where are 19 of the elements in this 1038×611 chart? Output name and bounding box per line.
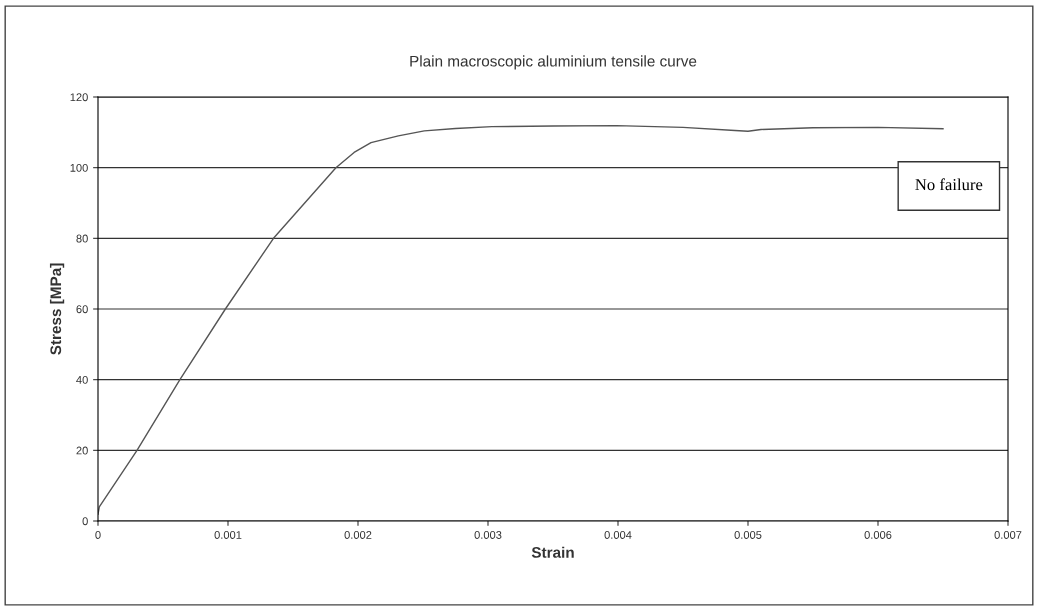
y-tick-label: 120 xyxy=(70,93,88,102)
y-tick-label: 100 xyxy=(70,163,88,172)
y-tick-label: 0 xyxy=(82,517,88,526)
x-axis-title: Strain xyxy=(531,546,574,558)
x-tick-label: 0.001 xyxy=(214,531,242,539)
x-tick-label: 0.002 xyxy=(344,531,372,539)
x-tick-label: 0.003 xyxy=(474,531,502,539)
x-tick-label: 0 xyxy=(95,531,101,539)
x-tick-label: 0.005 xyxy=(734,531,762,539)
chart-title: Plain macroscopic aluminium tensile curve xyxy=(410,55,697,70)
y-tick-label: 60 xyxy=(76,305,88,314)
x-tick-label: 0.006 xyxy=(864,531,892,539)
annotation: No failure xyxy=(915,178,983,191)
y-tick-label: 40 xyxy=(76,375,88,384)
y-tick-label: 80 xyxy=(76,234,88,243)
x-tick-label: 0.007 xyxy=(994,531,1022,539)
y-tick-label: 20 xyxy=(76,446,88,455)
x-tick-label: 0.004 xyxy=(604,531,632,539)
y-axis-title: Stress [MPa] xyxy=(49,263,65,355)
